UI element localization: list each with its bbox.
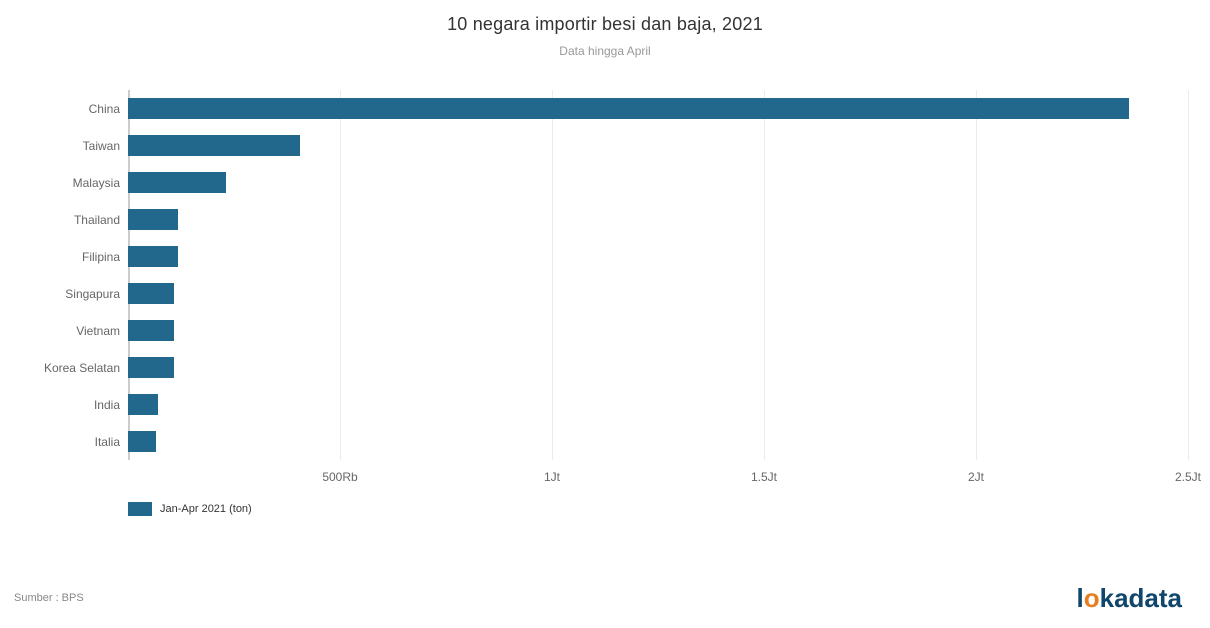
bar xyxy=(128,431,156,451)
chart-title: 10 negara importir besi dan baja, 2021 xyxy=(0,14,1210,35)
lokadata-logo: lokadata xyxy=(1076,583,1182,614)
bar xyxy=(128,98,1129,118)
y-tick-label: Taiwan xyxy=(83,139,128,153)
bar xyxy=(128,172,226,192)
gridline xyxy=(552,90,553,460)
y-tick-label: Vietnam xyxy=(76,324,128,338)
logo-part2: o xyxy=(1084,583,1100,613)
y-tick-label: Malaysia xyxy=(73,176,128,190)
y-tick-label: Italia xyxy=(95,435,128,449)
x-tick-label: 1Jt xyxy=(544,470,560,484)
gridline xyxy=(340,90,341,460)
x-tick-label: 500Rb xyxy=(322,470,357,484)
legend-swatch xyxy=(128,502,152,516)
chart-legend: Jan-Apr 2021 (ton) xyxy=(128,502,252,516)
x-tick-label: 2.5Jt xyxy=(1175,470,1201,484)
logo-part1: l xyxy=(1076,583,1083,613)
bar xyxy=(128,246,178,266)
bar xyxy=(128,320,174,340)
logo-part3: kadata xyxy=(1100,583,1182,613)
bar xyxy=(128,394,158,414)
x-tick-label: 1.5Jt xyxy=(751,470,777,484)
legend-label: Jan-Apr 2021 (ton) xyxy=(160,503,252,515)
chart-plot-area: 500Rb1Jt1.5Jt2Jt2.5JtChinaTaiwanMalaysia… xyxy=(128,90,1188,460)
gridline xyxy=(976,90,977,460)
bar xyxy=(128,135,300,155)
gridline xyxy=(1188,90,1189,460)
y-tick-label: India xyxy=(94,398,128,412)
chart-subtitle: Data hingga April xyxy=(0,44,1210,58)
x-tick-label: 2Jt xyxy=(968,470,984,484)
y-tick-label: Filipina xyxy=(82,250,128,264)
y-tick-label: Korea Selatan xyxy=(44,361,128,375)
bar xyxy=(128,283,174,303)
y-tick-label: China xyxy=(89,102,128,116)
bar xyxy=(128,357,174,377)
gridline xyxy=(764,90,765,460)
bar xyxy=(128,209,178,229)
y-tick-label: Singapura xyxy=(65,287,128,301)
y-tick-label: Thailand xyxy=(74,213,128,227)
source-text: Sumber : BPS xyxy=(14,592,84,604)
